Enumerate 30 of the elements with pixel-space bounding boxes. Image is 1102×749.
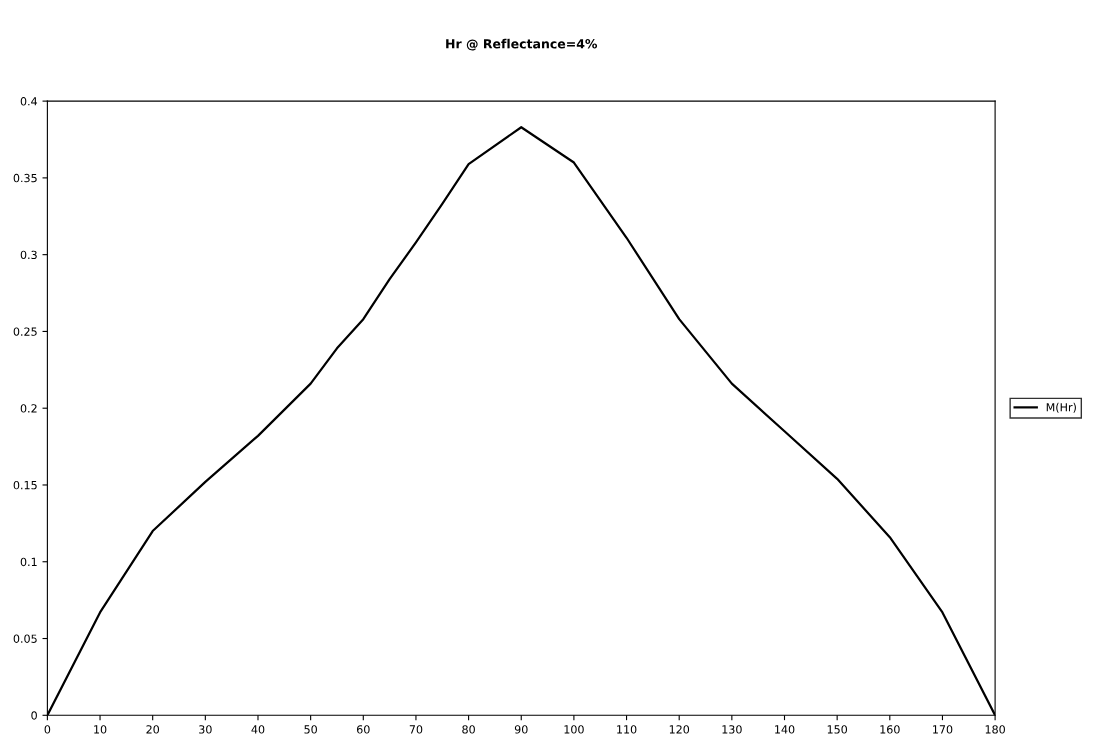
x-tick-label: 140 (775, 725, 795, 734)
x-tick-label: 90 (514, 725, 528, 734)
x-tick-label: 50 (304, 725, 317, 734)
y-tick-label: 0.05 (13, 634, 37, 643)
y-tick-label: 0.25 (13, 327, 37, 336)
x-tick-label: 40 (251, 725, 265, 734)
legend-label: M(Hr) (1046, 402, 1076, 413)
y-tick-label: 0.4 (20, 97, 38, 106)
y-tick-label: 0.1 (20, 557, 37, 567)
x-tick-label: 160 (880, 725, 900, 734)
x-tick-label: 110 (617, 725, 637, 734)
x-tick-label: 170 (933, 725, 953, 734)
x-tick-label: 180 (985, 725, 1005, 734)
y-tick-label: 0.35 (13, 173, 37, 183)
chart-title: Hr @ Reflectance=4% (446, 38, 598, 51)
x-tick-label: 0 (44, 725, 51, 734)
x-tick-label: 20 (146, 725, 160, 734)
x-tick-label: 70 (409, 725, 423, 734)
y-tick-label: 0.3 (20, 250, 37, 260)
y-tick-label: 0.2 (20, 404, 37, 413)
x-tick-label: 10 (94, 725, 107, 734)
y-tick-label: 0 (31, 711, 37, 720)
x-tick-label: 150 (827, 725, 848, 734)
x-tick-label: 60 (357, 725, 370, 734)
x-tick-label: 80 (462, 725, 475, 734)
x-tick-label: 120 (669, 725, 690, 734)
x-tick-label: 30 (199, 725, 212, 734)
x-tick-label: 130 (722, 725, 742, 734)
y-tick-label: 0.15 (13, 480, 37, 490)
x-tick-label: 100 (564, 725, 584, 734)
